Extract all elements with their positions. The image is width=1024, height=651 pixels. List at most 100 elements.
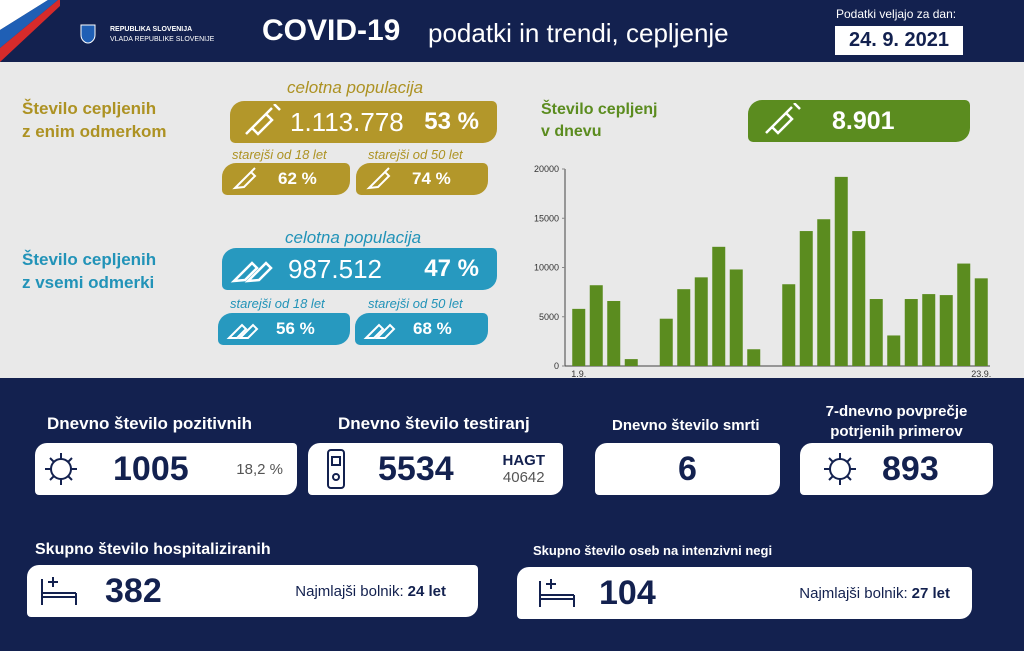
stat-value: 5534	[378, 449, 454, 488]
title-line: 7-dnevno povprečje	[825, 403, 968, 420]
stat-value: 1005	[113, 449, 189, 488]
group-box: 56 %	[218, 313, 350, 345]
bar	[607, 300, 621, 366]
subtitle: podatki in trendi, cepljenje	[428, 18, 729, 48]
stat-box: 1005 18,2 %	[35, 443, 297, 495]
bar	[974, 278, 988, 366]
gov-name: REPUBLIKA SLOVENIJA	[110, 26, 193, 33]
hospital-value: 382	[105, 571, 162, 610]
y-tick-label: 5000	[539, 312, 559, 322]
youngest-label: Najmlajši bolnik:	[799, 584, 908, 602]
bar	[939, 295, 953, 366]
y-tick-label: 15000	[534, 213, 559, 223]
test-icon	[327, 449, 345, 489]
group-box: 74 %	[356, 163, 488, 195]
bar	[782, 284, 796, 366]
x-tick-label: 23.9.	[971, 369, 991, 379]
total-value: 1.113.778	[290, 106, 404, 137]
total-box: 987.512 47 %	[222, 248, 497, 290]
stat-value: 6	[678, 449, 697, 488]
date: 24. 9. 2021	[835, 26, 963, 55]
gov-name: VLADA REPUBLIKE SLOVENIJE	[110, 36, 215, 43]
bar	[572, 308, 586, 366]
hospital-value: 104	[599, 573, 656, 612]
bar	[659, 318, 673, 366]
bar	[677, 289, 691, 366]
bar	[799, 231, 813, 366]
syringe-icon	[366, 167, 391, 190]
group-pct: 56 %	[276, 319, 315, 338]
gov-logo	[80, 24, 96, 44]
bar	[624, 359, 638, 366]
stat-value: 893	[882, 449, 939, 488]
label-line: Število cepljenj	[541, 101, 658, 118]
hospital-box: 382 Najmlajši bolnik: 24 let	[27, 565, 478, 617]
vacc-label: Število cepljenih z vsemi odmerki	[22, 248, 156, 294]
youngest-value: 27 let	[911, 584, 950, 602]
group-pct: 68 %	[413, 319, 452, 338]
bar	[589, 285, 603, 366]
group-pct: 74 %	[412, 169, 451, 188]
label-line: v dnevu	[541, 123, 602, 140]
title: COVID-19	[262, 14, 401, 47]
bar	[817, 219, 831, 366]
bar	[729, 269, 743, 366]
y-tick-label: 20000	[534, 164, 559, 174]
total-box: 1.113.778 53 %	[230, 101, 497, 143]
stat-title: 7-dnevno povprečje potrjenih primerov	[800, 402, 993, 442]
total-pct: 47 %	[424, 255, 479, 282]
total-value: 987.512	[288, 253, 382, 284]
bar	[834, 176, 848, 366]
label-line: Število cepljenih	[22, 250, 157, 269]
stat-extra: 18,2 %	[236, 460, 283, 478]
x-tick-label: 1.9.	[571, 369, 586, 379]
bar	[922, 294, 936, 366]
youngest-value: 24 let	[407, 582, 446, 600]
title-line: potrjenih primerov	[830, 423, 963, 440]
syringe-icon	[765, 103, 801, 135]
bed-icon	[41, 577, 77, 605]
label-line: z vsemi odmerki	[22, 273, 155, 292]
caption: starejši od 18 let	[232, 147, 327, 162]
label-line: z enim odmerkom	[22, 122, 167, 141]
bar	[712, 246, 726, 366]
stat-extra-label: HAGT	[502, 452, 546, 469]
y-tick-label: 10000	[534, 263, 559, 273]
group-pct: 62 %	[278, 169, 317, 188]
virus-icon	[45, 453, 77, 485]
caption: starejši od 18 let	[230, 296, 325, 311]
hospital-title: Skupno število hospitaliziranih	[35, 541, 271, 558]
group-box: 62 %	[222, 163, 350, 195]
total-pct: 53 %	[424, 108, 479, 135]
caption: starejši od 50 let	[368, 296, 463, 311]
syringe-icon	[245, 104, 281, 136]
bar	[694, 277, 708, 366]
flag-corner	[0, 0, 60, 62]
daily-label: Število cepljenj v dnevu	[541, 99, 657, 143]
bar	[957, 263, 971, 366]
daily-box: 8.901	[748, 100, 970, 142]
chart: 0 5000 10000 15000 20000 1.9. 23.9.	[534, 164, 991, 379]
stat-extra-block: HAGT 40642	[503, 452, 546, 486]
stat-title: Dnevno število smrti	[612, 417, 760, 434]
virus-icon	[824, 453, 856, 485]
syringe-icon	[226, 323, 259, 339]
caption: celotna populacija	[287, 78, 424, 97]
stat-box: 6	[595, 443, 780, 495]
syringe-icon	[232, 167, 257, 190]
bar	[869, 299, 883, 366]
vacc-label: Število cepljenih z enim odmerkom	[22, 97, 167, 143]
daily-value: 8.901	[832, 106, 895, 135]
hospital-title: Skupno število oseb na intenzivni negi	[533, 543, 773, 558]
label-line: Število cepljenih	[22, 99, 157, 118]
y-tick-label: 0	[554, 361, 559, 371]
stat-box: 5534 HAGT 40642	[308, 443, 563, 495]
stat-extra: 40642	[502, 469, 545, 486]
bar	[747, 349, 761, 366]
stat-title: Dnevno število pozitivnih	[47, 414, 252, 433]
stat-title: Dnevno število testiranj	[338, 414, 530, 433]
stat-box: 893	[800, 443, 993, 495]
caption: celotna populacija	[285, 228, 422, 247]
